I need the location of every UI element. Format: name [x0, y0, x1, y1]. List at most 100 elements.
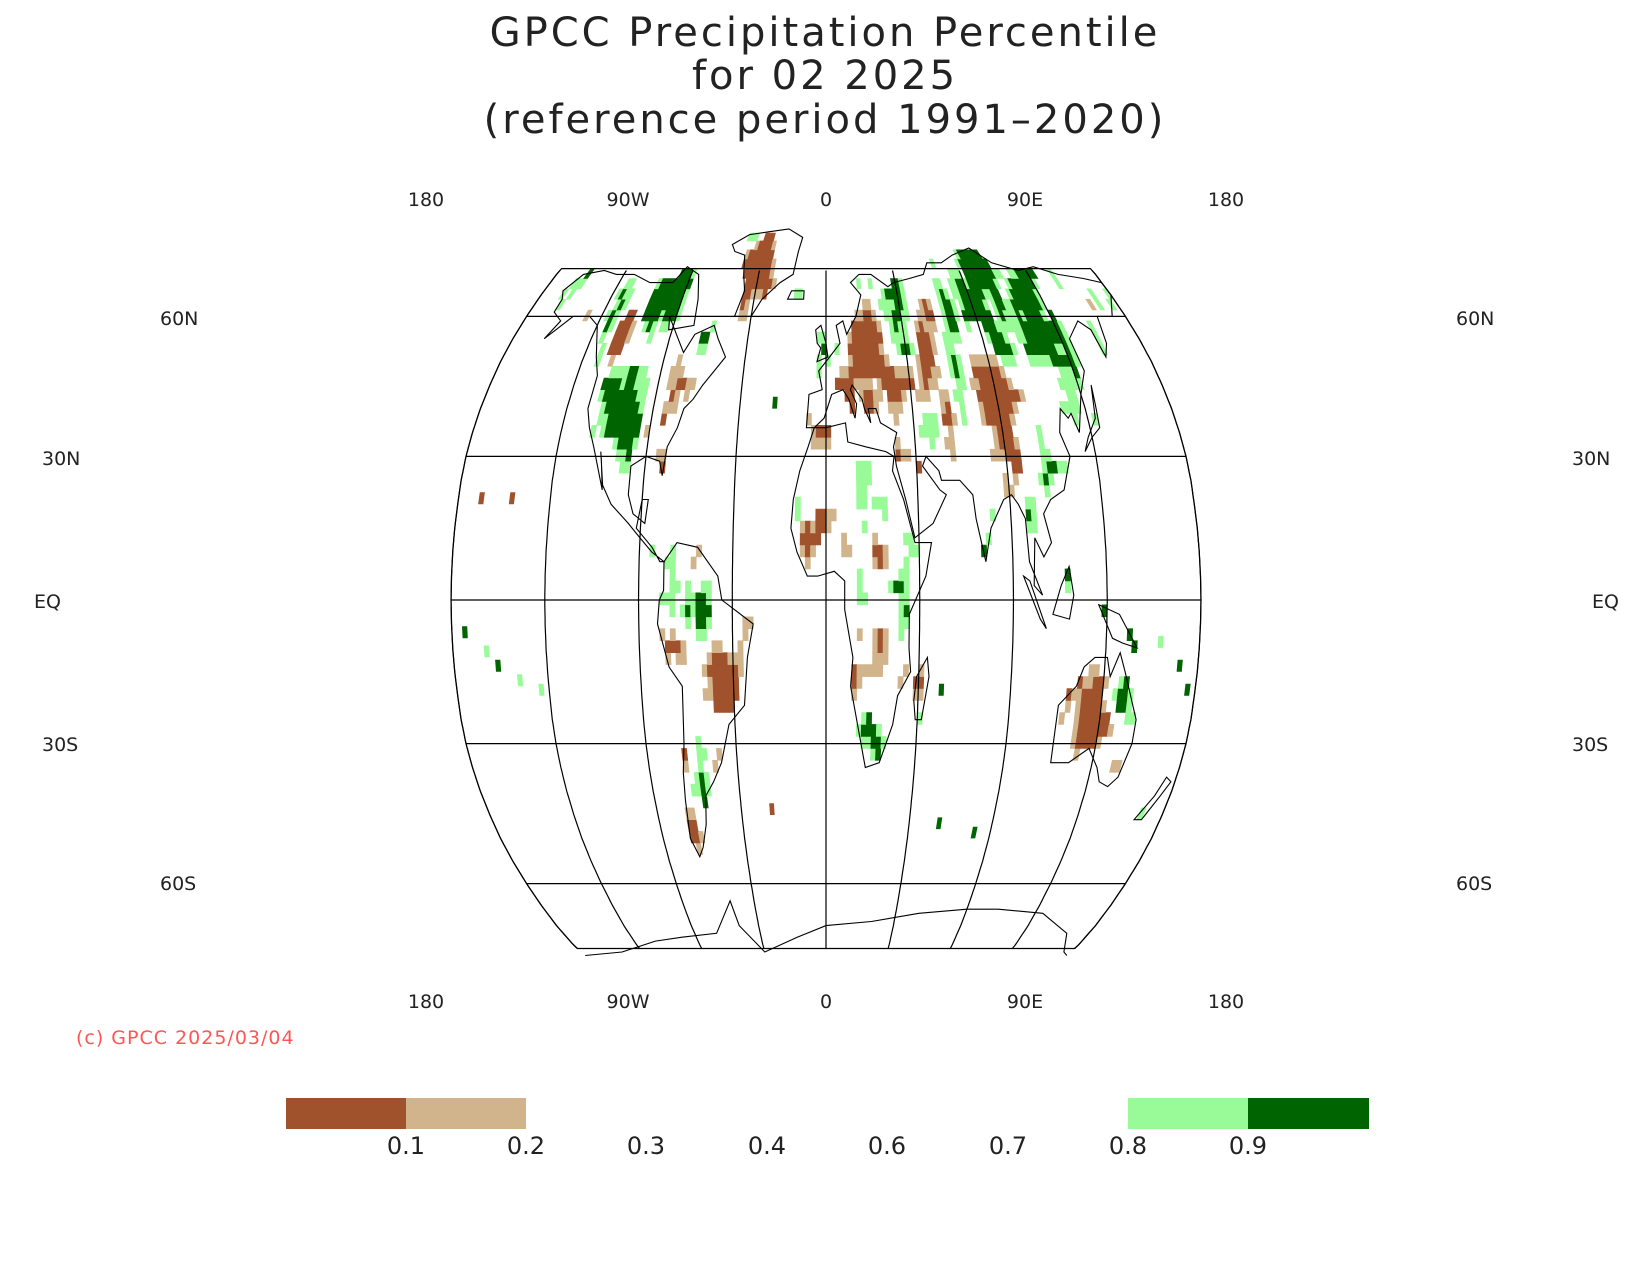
percentile-cell: [799, 520, 806, 534]
percentile-cell: [903, 592, 910, 606]
percentile-cell: [882, 640, 889, 654]
percentile-cell: [712, 759, 719, 773]
percentile-cell: [861, 520, 868, 534]
percentile-cell: [669, 640, 677, 654]
percentile-cell: [1176, 659, 1183, 672]
percentile-cell: [871, 664, 878, 677]
percentile-cell: [747, 616, 754, 630]
percentile-cell: [723, 700, 730, 713]
percentile-cell: [841, 532, 848, 546]
percentile-cell: [825, 436, 832, 450]
percentile-cell: [1009, 342, 1019, 356]
percentile-cell: [866, 664, 873, 677]
percentile-cell: [1012, 436, 1021, 450]
percentile-cell: [875, 748, 882, 761]
percentile-cell: [700, 628, 707, 642]
percentile-cell: [711, 640, 718, 654]
percentile-cell: [705, 580, 712, 594]
coastline-iceland: [786, 290, 805, 300]
percentile-cell: [628, 320, 638, 333]
percentile-cell: [712, 676, 719, 689]
percentile-cell: [1136, 807, 1147, 821]
percentile-cell: [1043, 484, 1051, 498]
percentile-cell: [903, 580, 910, 594]
percentile-cell: [925, 298, 933, 311]
lon-label-90e-bottom: 90E: [1007, 991, 1043, 1013]
map-outline: [450, 268, 1202, 950]
percentile-cell: [841, 544, 848, 558]
percentile-cell: [516, 674, 524, 687]
percentile-cell: [1086, 288, 1099, 300]
legend-swatch-very-dry: [286, 1098, 406, 1129]
lat-label-60s-right: 60S: [1456, 873, 1492, 895]
percentile-cell: [722, 652, 729, 665]
lat-label-30s-right: 30S: [1572, 734, 1608, 756]
percentile-cell: [705, 616, 713, 630]
percentile-cell: [935, 817, 943, 830]
lat-label-eq-right: EQ: [1592, 591, 1619, 613]
percentile-cell: [685, 616, 692, 630]
percentile-cell: [674, 580, 681, 594]
percentile-cell: [810, 532, 817, 546]
legend-swatch-dry: [406, 1098, 526, 1129]
percentile-cell: [597, 342, 608, 356]
percentile-cell: [697, 759, 705, 773]
percentile-cell: [882, 508, 889, 522]
percentile-cell: [877, 664, 884, 677]
percentile-cell: [815, 436, 822, 450]
percentile-cell: [898, 604, 905, 618]
percentile-cell: [942, 288, 951, 300]
percentile-cell: [669, 568, 676, 582]
percentile-cell: [810, 544, 816, 558]
title-line-3: (reference period 1991–2020): [484, 97, 1167, 143]
percentile-cell: [903, 568, 910, 582]
percentile-cell: [905, 448, 912, 462]
percentile-cell: [851, 676, 858, 689]
percentile-cell: [882, 628, 889, 642]
percentile-cell: [701, 664, 708, 677]
meridian-line: [450, 270, 578, 949]
percentile-cell: [903, 616, 910, 630]
percentile-cell: [929, 436, 936, 450]
percentile-cell: [669, 592, 676, 606]
percentile-cell: [882, 544, 889, 558]
lat-label-30n-right: 30N: [1572, 448, 1610, 470]
coastline-borneo: [1052, 564, 1075, 620]
percentile-cell: [700, 604, 707, 618]
coastline-new-guinea: [1097, 603, 1139, 649]
percentile-cell: [742, 628, 749, 642]
percentile-cell: [607, 354, 617, 367]
copyright-note: (c) GPCC 2025/03/04: [76, 1027, 295, 1049]
coastline-japan: [1084, 384, 1101, 452]
graticule-layer: [450, 270, 1202, 949]
percentile-cell: [695, 604, 702, 618]
percentile-cell: [794, 496, 801, 510]
longitude-labels-bottom: 180 90W 0 90E 180: [408, 991, 1244, 1013]
percentile-cell: [872, 544, 879, 558]
percentile-cell: [677, 365, 686, 379]
percentile-cell: [1018, 389, 1027, 402]
percentile-cell: [690, 604, 697, 618]
coastline-sumatra: [1022, 574, 1047, 629]
meridian-line: [949, 270, 1015, 949]
percentile-cell: [625, 288, 636, 300]
title-line-1: GPCC Precipitation Percentile: [490, 10, 1161, 56]
percentile-cell: [1064, 700, 1072, 713]
percentile-cell: [1114, 759, 1123, 773]
percentile-cell: [846, 544, 853, 558]
meridian-line: [1011, 270, 1108, 949]
percentile-cell: [680, 640, 687, 654]
percentile-cell: [960, 413, 968, 426]
percentile-cell: [582, 309, 593, 322]
percentile-cell: [821, 342, 827, 356]
percentile-cell: [825, 520, 832, 534]
percentile-cell: [685, 592, 691, 606]
percentile-cell: [717, 676, 724, 689]
percentile-cell: [701, 748, 708, 761]
percentile-cell: [852, 354, 859, 367]
percentile-cell: [820, 436, 827, 450]
percentile-cell: [1056, 320, 1067, 333]
percentile-cell: [815, 424, 822, 438]
percentile-cell: [1014, 448, 1022, 462]
percentile-cell: [847, 342, 854, 356]
